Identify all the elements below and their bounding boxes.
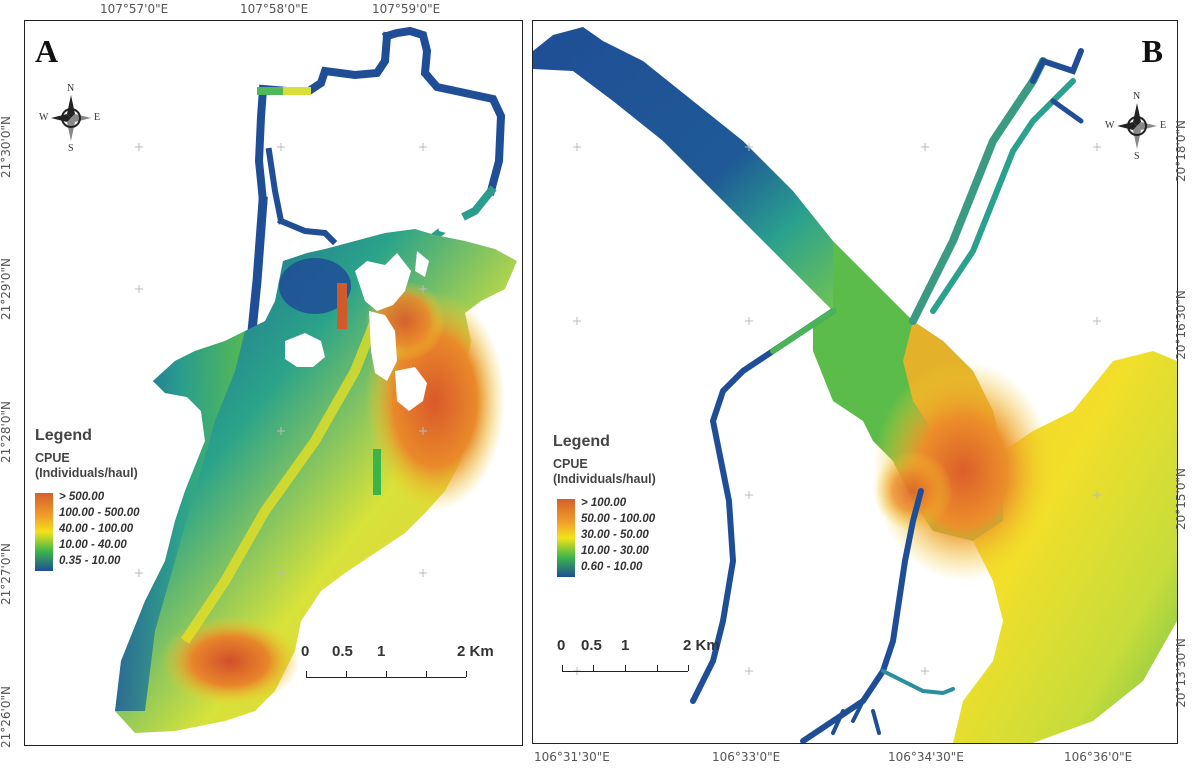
panel-b-legend: Legend CPUE (Individuals/haul) > 100.00 …	[553, 433, 713, 593]
legend-class-2: 100.00 - 500.00	[59, 507, 140, 519]
panel-a-left-coord-1: 21°30'0"N	[0, 116, 13, 178]
legend-subtitle-1: CPUE	[35, 451, 70, 465]
compass-rose-icon	[1117, 103, 1157, 149]
compass-n: N	[67, 83, 75, 94]
panel-b-map	[533, 27, 1177, 743]
panel-a-left-coord-4: 21°27'0"N	[0, 543, 13, 605]
legend-class-5: 0.35 - 10.00	[59, 555, 121, 567]
panel-a-compass: N S E W	[39, 83, 101, 154]
scale-label-2km: 2 Km	[683, 637, 720, 654]
legend-subtitle-2: (Individuals/haul)	[35, 466, 138, 480]
scale-label-0: 0	[557, 637, 566, 654]
scale-label-05: 0.5	[581, 637, 602, 654]
scale-label-2km: 2 Km	[457, 643, 494, 660]
panel-a-left-coord-3: 21°28'0"N	[0, 401, 13, 463]
legend-class-1: > 500.00	[59, 491, 105, 503]
legend-class-3: 40.00 - 100.00	[59, 523, 134, 535]
panel-a-letter: A	[35, 33, 59, 69]
scale-label-1: 1	[377, 643, 386, 660]
panel-b-right-coord-2: 20°16'30"N	[1173, 290, 1188, 360]
panel-a-left-coord-2: 21°29'0"N	[0, 258, 13, 320]
panel-a-scale-bar: 0 0.5 1 2 Km	[301, 643, 516, 693]
compass-w: W	[1105, 120, 1115, 131]
panel-a-legend: Legend CPUE (Individuals/haul) > 500.00 …	[35, 427, 195, 587]
compass-e: E	[94, 112, 101, 123]
panel-b-bottom-coord-3: 106°34'30"E	[888, 750, 964, 764]
compass-n: N	[1133, 91, 1141, 102]
panel-b-letter: B	[1141, 33, 1163, 69]
compass-rose-icon	[51, 95, 91, 141]
panel-b-bottom-coord-1: 106°31'30"E	[534, 750, 610, 764]
legend-class-4: 10.00 - 30.00	[581, 545, 649, 557]
scale-label-0: 0	[301, 643, 310, 660]
legend-subtitle-2: (Individuals/haul)	[553, 472, 656, 486]
panel-b-right-coord-1: 20°18'0"N	[1173, 120, 1188, 182]
legend-class-4: 10.00 - 40.00	[59, 539, 127, 551]
panel-a-left-coord-5: 21°26'0"N	[0, 686, 13, 748]
panel-a-map-frame: A N S E W Legend CPUE (Individuals/haul)…	[24, 20, 523, 746]
legend-class-3: 30.00 - 50.00	[581, 529, 649, 541]
panel-a-top-coord-2: 107°58'0"E	[240, 2, 309, 16]
legend-color-ramp	[35, 493, 53, 571]
legend-class-5: 0.60 - 10.00	[581, 561, 643, 573]
panel-b-map-frame: B N S E W Legend CPUE (Individuals/haul)…	[532, 20, 1178, 744]
legend-title: Legend	[553, 433, 610, 450]
compass-s: S	[1134, 151, 1140, 162]
panel-b-compass: N S E W	[1105, 91, 1167, 162]
scale-label-1: 1	[621, 637, 630, 654]
compass-w: W	[39, 112, 49, 123]
panel-b-right-coord-3: 20°15'0"N	[1173, 468, 1188, 530]
panel-a-top-coord-3: 107°59'0"E	[372, 2, 441, 16]
legend-title: Legend	[35, 427, 92, 444]
scale-label-05: 0.5	[332, 643, 353, 660]
panel-a-map	[115, 26, 517, 733]
legend-subtitle-1: CPUE	[553, 457, 588, 471]
panel-b-scale-bar: 0 0.5 1 2 Km	[557, 637, 772, 687]
panel-b-right-coord-4: 20°13'30"N	[1173, 638, 1188, 708]
legend-class-2: 50.00 - 100.00	[581, 513, 656, 525]
legend-class-1: > 100.00	[581, 497, 627, 509]
panel-b-bottom-coord-4: 106°36'0"E	[1064, 750, 1133, 764]
panel-b-bottom-coord-2: 106°33'0"E	[712, 750, 781, 764]
compass-s: S	[68, 143, 74, 154]
panel-a-top-coord-1: 107°57'0"E	[100, 2, 169, 16]
legend-color-ramp	[557, 499, 575, 577]
compass-e: E	[1160, 120, 1167, 131]
